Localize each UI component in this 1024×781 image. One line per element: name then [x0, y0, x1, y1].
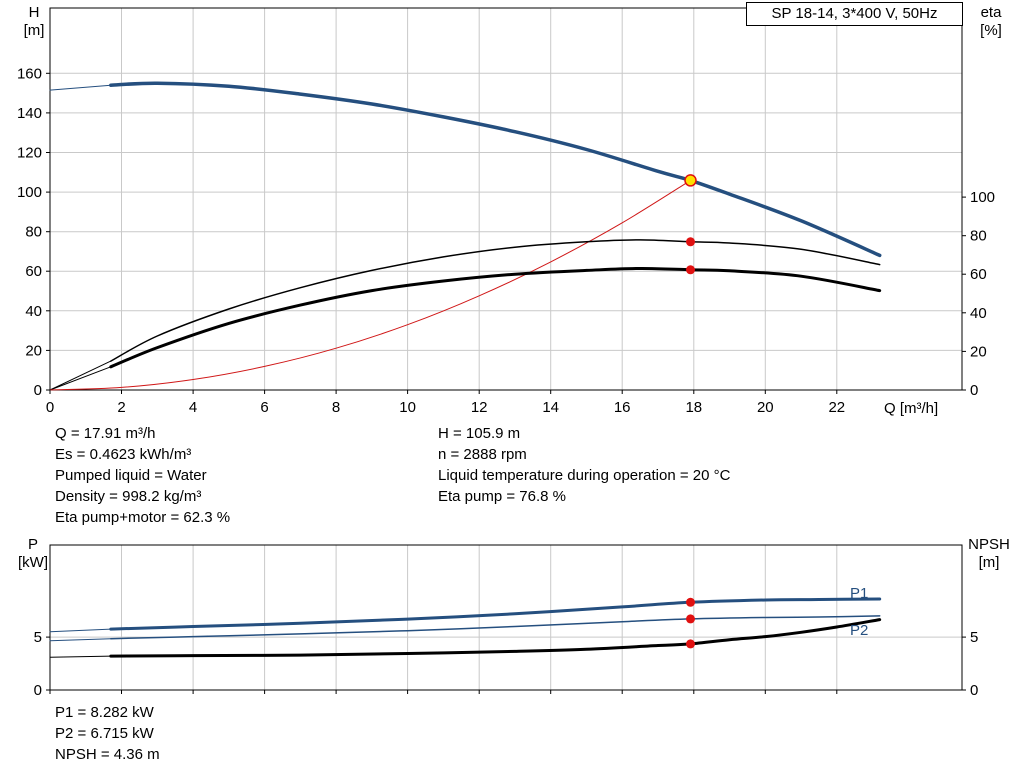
eta-motor-point [686, 265, 695, 275]
tick-label: 22 [828, 399, 845, 416]
eta-pump-leadin [49, 360, 112, 391]
tick-label: 20 [757, 399, 774, 416]
annotation-line: P2 = 6.715 kW [55, 725, 154, 742]
head-curve [109, 81, 882, 258]
p2-leadin [49, 638, 112, 642]
p1-curve [109, 597, 882, 631]
p1-leadin [49, 628, 112, 633]
annotation-line: Eta pump+motor = 62.3 % [55, 509, 231, 526]
head-axis-title: H [m] [16, 4, 52, 40]
tick-label: 40 [25, 303, 42, 320]
tick-label: 80 [25, 224, 42, 241]
tick-label: 60 [25, 263, 42, 280]
tick-label: 40 [970, 305, 987, 322]
power-annotations: P1 = 8.282 kW P2 = 6.715 kW NPSH = 4.36 … [55, 702, 160, 765]
power-axis-unit: [kW] [18, 554, 48, 571]
tick-label: 80 [970, 228, 987, 245]
power-axis-title: P [kW] [12, 536, 54, 572]
tick-label: 5 [970, 629, 978, 646]
annotation-line: Q = 17.91 m³/h [55, 425, 156, 442]
power-axis-letter: P [27, 536, 38, 553]
annotation-line: NPSH = 4.36 m [55, 746, 160, 763]
head-axis-letter: H [28, 4, 40, 21]
tick-label: 0 [970, 382, 978, 399]
eta-motor-curve [109, 266, 882, 369]
npsh-curve [109, 618, 882, 658]
plot-border [49, 7, 963, 391]
eta-axis-title: eta [%] [966, 4, 1016, 40]
tick-label: 0 [34, 682, 42, 699]
npsh-point [686, 639, 695, 649]
tick-label: 120 [17, 145, 42, 162]
tick-label: 6 [260, 399, 268, 416]
eta-pump-point [686, 237, 695, 247]
duty-point [684, 174, 697, 187]
tick-label: 60 [970, 266, 987, 283]
npsh-axis-title: NPSH [m] [960, 536, 1018, 572]
tick-label: 5 [34, 629, 42, 646]
tick-label: 8 [332, 399, 340, 416]
tick-label: 4 [189, 399, 197, 416]
tick-label: 20 [970, 343, 987, 360]
annotation-line: P1 = 8.282 kW [55, 704, 154, 721]
tick-label: 10 [399, 399, 416, 416]
tick-label: 0 [34, 382, 42, 399]
plot-border [49, 544, 963, 691]
tick-label: 12 [471, 399, 488, 416]
p2-point [686, 614, 695, 624]
annotation-line: Density = 998.2 kg/m³ [55, 488, 202, 505]
pump-model-title-box: SP 18-14, 3*400 V, 50Hz [746, 2, 963, 26]
eta-motor-leadin [49, 366, 112, 391]
annotation-line: H = 105.9 m [438, 425, 521, 442]
tick-label: 160 [17, 65, 42, 82]
head-leadin [49, 84, 112, 91]
tick-label: 0 [46, 399, 54, 416]
p1-curve-label: P1 [850, 585, 869, 602]
tick-label: 140 [17, 105, 42, 122]
flow-axis-title: Q [m³/h] [884, 400, 939, 417]
tick-label: 20 [25, 342, 42, 359]
npsh-axis-unit: [m] [978, 554, 1000, 571]
annotation-line: Eta pump = 76.8 % [438, 488, 566, 505]
npsh-leadin [49, 655, 112, 658]
npsh-axis-letter: NPSH [968, 536, 1010, 553]
annotation-line: n = 2888 rpm [438, 446, 527, 463]
p2-curve-label: P2 [850, 622, 869, 639]
tick-label: 18 [685, 399, 702, 416]
tick-label: 14 [542, 399, 559, 416]
duty-annotations-left: Q = 17.91 m³/h Es = 0.4623 kWh/m³ Pumped… [55, 423, 230, 528]
head-axis-unit: [m] [23, 22, 45, 39]
tick-label: 2 [117, 399, 125, 416]
tick-label: 0 [970, 682, 978, 699]
tick-label: 16 [614, 399, 631, 416]
annotation-line: Liquid temperature during operation = 20… [438, 467, 731, 484]
duty-annotations-right: H = 105.9 m n = 2888 rpm Liquid temperat… [438, 423, 730, 507]
eta-axis-unit: [%] [980, 22, 1002, 39]
tick-label: 100 [17, 184, 42, 201]
annotation-line: Pumped liquid = Water [55, 467, 207, 484]
eta-pump-curve [110, 239, 881, 362]
eta-axis-letter: eta [980, 4, 1002, 21]
annotation-line: Es = 0.4623 kWh/m³ [55, 446, 192, 463]
p1-point [686, 597, 695, 607]
tick-label: 100 [970, 189, 995, 206]
p2-curve [110, 615, 881, 640]
system-curve [49, 179, 691, 391]
